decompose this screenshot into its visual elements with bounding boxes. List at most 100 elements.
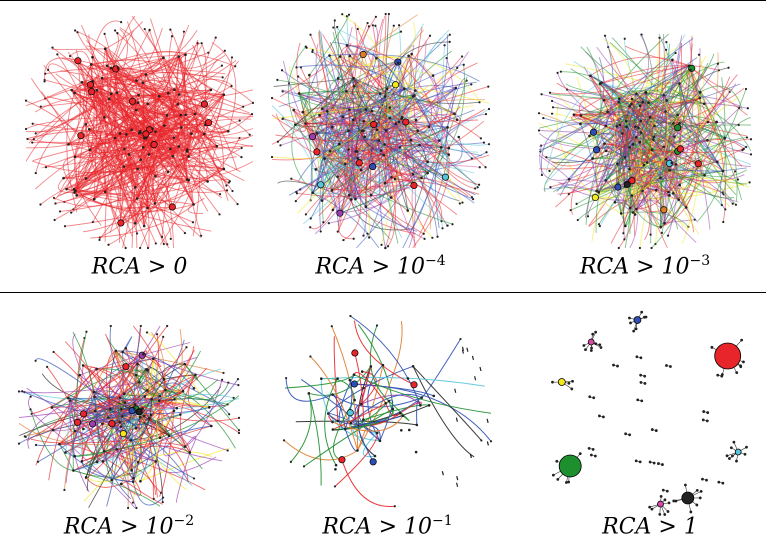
network-edge	[339, 56, 406, 123]
network-node	[183, 231, 187, 235]
network-node	[150, 141, 158, 149]
network-node	[648, 460, 652, 464]
network-edge	[354, 70, 434, 87]
network-edge	[271, 91, 347, 145]
network-node	[742, 360, 745, 364]
network-node	[667, 501, 671, 505]
network-node	[100, 76, 104, 80]
network-node	[131, 480, 135, 484]
network-node	[115, 448, 119, 451]
network-edge	[178, 56, 233, 192]
network-node	[82, 427, 85, 431]
network-node	[221, 378, 224, 381]
network-node	[740, 338, 744, 342]
network-node	[39, 105, 42, 108]
network-node	[24, 99, 28, 102]
network-node	[200, 100, 208, 108]
network-edge	[339, 53, 413, 214]
network-node	[65, 187, 68, 191]
network-node	[162, 56, 165, 60]
network-node	[331, 125, 334, 129]
caption-3-base: RCA > 10	[579, 254, 690, 280]
network-node	[362, 129, 365, 133]
network-node	[179, 113, 183, 117]
network-node	[447, 153, 451, 156]
network-edge	[104, 29, 150, 192]
network-edges	[270, 12, 491, 250]
network-node	[204, 123, 207, 127]
network-node	[88, 148, 92, 152]
network-node	[388, 106, 392, 109]
network-node	[43, 80, 46, 83]
network-node	[615, 125, 619, 128]
network-edge	[699, 91, 738, 202]
network-node	[383, 95, 387, 98]
network-node	[93, 395, 96, 399]
network-node	[134, 373, 138, 377]
network-node	[315, 132, 319, 135]
network-edge	[539, 132, 630, 149]
network-node	[285, 376, 288, 380]
network-node	[108, 420, 116, 428]
network-node	[662, 145, 666, 149]
network-node	[333, 19, 336, 22]
network-edge	[699, 97, 724, 172]
network-node	[355, 159, 363, 167]
network-node	[677, 198, 680, 201]
network-node	[52, 196, 56, 200]
network-edge	[312, 192, 380, 249]
network-node	[448, 33, 451, 36]
network-node	[166, 324, 169, 328]
network-node	[382, 153, 386, 157]
network-node	[120, 408, 123, 411]
network-edge	[91, 54, 186, 65]
network-node	[143, 414, 146, 418]
network-node	[334, 463, 338, 467]
network-nodes	[292, 44, 461, 217]
network-node	[248, 133, 251, 136]
network-edge	[151, 332, 166, 438]
network-node	[349, 198, 353, 201]
network-edge	[130, 386, 222, 441]
network-node	[122, 392, 126, 395]
network-edge	[695, 121, 709, 176]
network-edge	[590, 75, 642, 122]
network-node	[72, 187, 76, 191]
network-edge	[275, 130, 418, 142]
network-node	[85, 330, 88, 333]
network-edge	[579, 123, 600, 193]
network-node	[311, 191, 315, 195]
network-node	[124, 346, 128, 350]
network-edge	[415, 105, 474, 121]
network-node	[364, 108, 368, 111]
network-panel-1	[22, 12, 257, 252]
network-node	[648, 115, 652, 119]
network-node	[480, 439, 483, 442]
network-node	[119, 482, 123, 486]
network-edge	[568, 146, 630, 180]
network-node	[121, 350, 124, 354]
network-node	[50, 406, 54, 409]
network-node	[129, 97, 137, 105]
network-node	[630, 97, 634, 101]
network-node	[634, 135, 638, 139]
network-edge	[271, 121, 407, 161]
network-node	[347, 193, 351, 197]
network-edge	[599, 83, 639, 129]
network-node	[270, 96, 274, 100]
network-node	[394, 122, 398, 125]
network-node	[663, 498, 667, 502]
network-edge	[155, 456, 217, 474]
network-node	[325, 109, 329, 113]
network-node	[136, 101, 140, 105]
network-node	[689, 510, 693, 514]
network-node	[54, 202, 57, 205]
network-edge	[586, 46, 602, 159]
network-node	[139, 324, 142, 328]
network-node	[122, 363, 130, 371]
network-edge	[706, 125, 726, 141]
network-node	[431, 236, 434, 239]
network-node	[345, 90, 348, 93]
network-edge	[609, 42, 705, 105]
network-edge	[163, 435, 186, 457]
